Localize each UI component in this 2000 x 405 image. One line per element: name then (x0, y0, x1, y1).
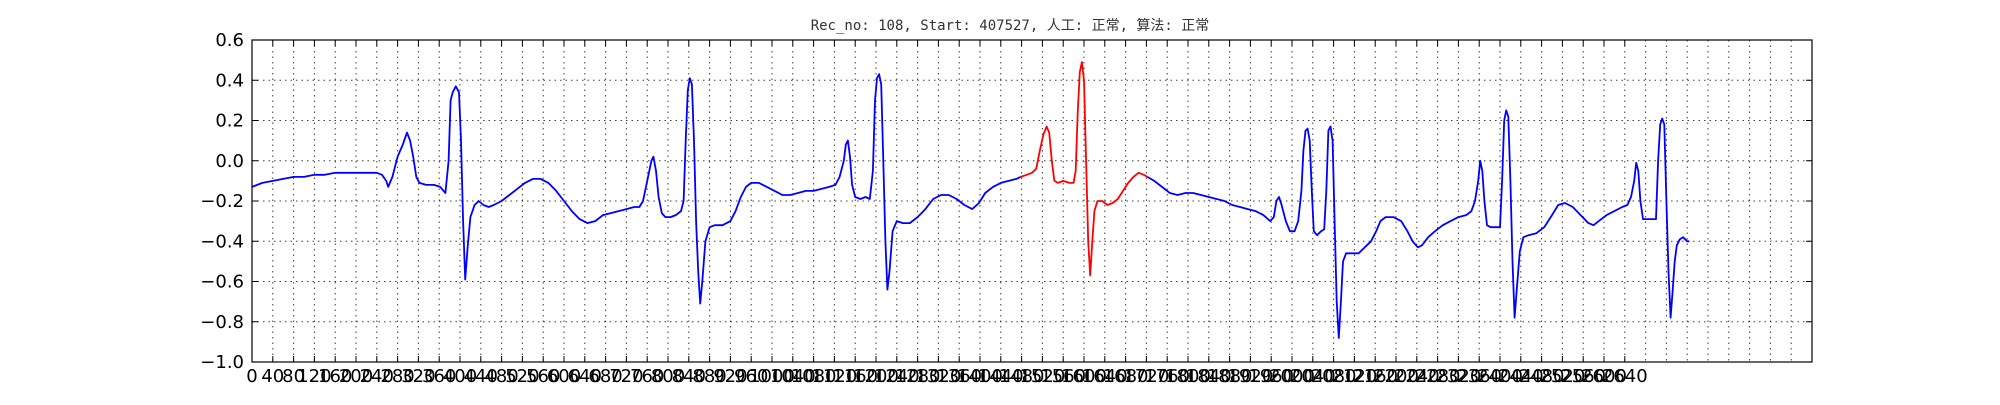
plot-frame (251, 39, 1813, 363)
x-tick-label: 2000 (1269, 366, 1315, 387)
x-tick-label: 280 (380, 366, 414, 387)
x-tick-label: 1720 (1123, 366, 1169, 387)
x-tick-label: 1880 (1207, 366, 1253, 387)
x-tick-label: 2400 (1477, 366, 1523, 387)
x-tick-label: 1240 (874, 366, 920, 387)
x-tick-label: 600 (547, 366, 581, 387)
x-tick-label: 2520 (1539, 366, 1585, 387)
x-tick-label: 1600 (1061, 366, 1107, 387)
ecg-series-line-2 (1146, 109, 1690, 339)
x-tick-label: 2560 (1560, 366, 1606, 387)
x-tick-label: 240 (360, 366, 394, 387)
x-tick-label: 1000 (749, 366, 795, 387)
x-tick-label: 1680 (1103, 366, 1149, 387)
y-tick-label: −0.4 (200, 231, 244, 252)
x-tick-label: 640 (568, 366, 602, 387)
x-tick-label: 400 (443, 366, 477, 387)
x-tick-label: 80 (282, 366, 305, 387)
x-tick-label: 1440 (978, 366, 1024, 387)
y-tick-label: −0.6 (200, 272, 244, 293)
x-tick-label: 2360 (1456, 366, 1502, 387)
y-tick-label: −0.2 (200, 191, 244, 212)
x-tick-label: 160 (318, 366, 352, 387)
y-tick-label: −1.0 (200, 352, 244, 373)
x-tick-label: 200 (339, 366, 373, 387)
y-tick-label: −0.8 (200, 312, 244, 333)
x-tick-label: 2040 (1290, 366, 1336, 387)
ecg-series-line-1 (1020, 61, 1148, 277)
x-tick-label: 1520 (1019, 366, 1065, 387)
x-tick-label: 1480 (999, 366, 1045, 387)
x-tick-label: 920 (713, 366, 747, 387)
axes-layer: 0.60.40.20.0−0.2−0.4−0.6−0.8−1.00 4080120… (200, 30, 1812, 387)
chart-title: Rec_no: 108, Start: 407527, 人工: 正常, 算法: … (811, 18, 1210, 34)
ecg-series-line-0 (251, 73, 1021, 305)
x-tick-label: 40 (261, 366, 284, 387)
y-tick-label: 0.6 (215, 30, 244, 51)
x-tick-label: 2120 (1331, 366, 1377, 387)
x-tick-label: 1800 (1165, 366, 1211, 387)
x-tick-label: 1400 (957, 366, 1003, 387)
x-tick-label: 1320 (915, 366, 961, 387)
y-tick-label: 0.2 (215, 111, 244, 132)
x-tick-label: 2440 (1498, 366, 1544, 387)
x-tick-label: 360 (422, 366, 456, 387)
x-tick-label: 1200 (853, 366, 899, 387)
x-tick-label: 1960 (1248, 366, 1294, 387)
x-tick-label: 680 (588, 366, 622, 387)
x-tick-label: 2640 (1602, 366, 1648, 387)
x-tick-label: 120 (297, 366, 331, 387)
x-tick-label: 1120 (811, 366, 857, 387)
x-tick-label: 1760 (1144, 366, 1190, 387)
y-tick-label: 0.4 (215, 70, 244, 91)
x-tick-label: 2080 (1311, 366, 1357, 387)
x-tick-label: 1560 (1040, 366, 1086, 387)
x-tick-label: 1360 (936, 366, 982, 387)
x-tick-label: 1840 (1186, 366, 1232, 387)
x-tick-label: 0 (246, 366, 257, 387)
x-tick-label: 1280 (895, 366, 941, 387)
x-tick-label: 800 (651, 366, 685, 387)
x-tick-label: 2320 (1435, 366, 1481, 387)
x-tick-label: 840 (672, 366, 706, 387)
x-tick-label: 440 (464, 366, 498, 387)
x-tick-label: 1640 (1082, 366, 1128, 387)
x-tick-label: 760 (630, 366, 664, 387)
x-tick-label: 1080 (791, 366, 837, 387)
x-tick-label: 2480 (1519, 366, 1565, 387)
x-tick-label: 320 (401, 366, 435, 387)
x-tick-label: 2240 (1394, 366, 1440, 387)
series-layer (251, 61, 1690, 339)
x-tick-label: 720 (609, 366, 643, 387)
x-tick-label: 1160 (832, 366, 878, 387)
x-tick-label: 880 (692, 366, 726, 387)
x-tick-label: 2600 (1581, 366, 1627, 387)
x-tick-label: 1040 (770, 366, 816, 387)
y-tick-label: 0.0 (215, 151, 244, 172)
x-tick-label: 960 (734, 366, 768, 387)
x-tick-label: 2200 (1373, 366, 1419, 387)
x-tick-label: 480 (484, 366, 518, 387)
grid-layer (252, 40, 1812, 362)
x-tick-label: 560 (526, 366, 560, 387)
x-tick-label: 520 (505, 366, 539, 387)
x-tick-label: 2160 (1352, 366, 1398, 387)
x-tick-label: 1920 (1227, 366, 1273, 387)
x-tick-label: 2280 (1415, 366, 1461, 387)
